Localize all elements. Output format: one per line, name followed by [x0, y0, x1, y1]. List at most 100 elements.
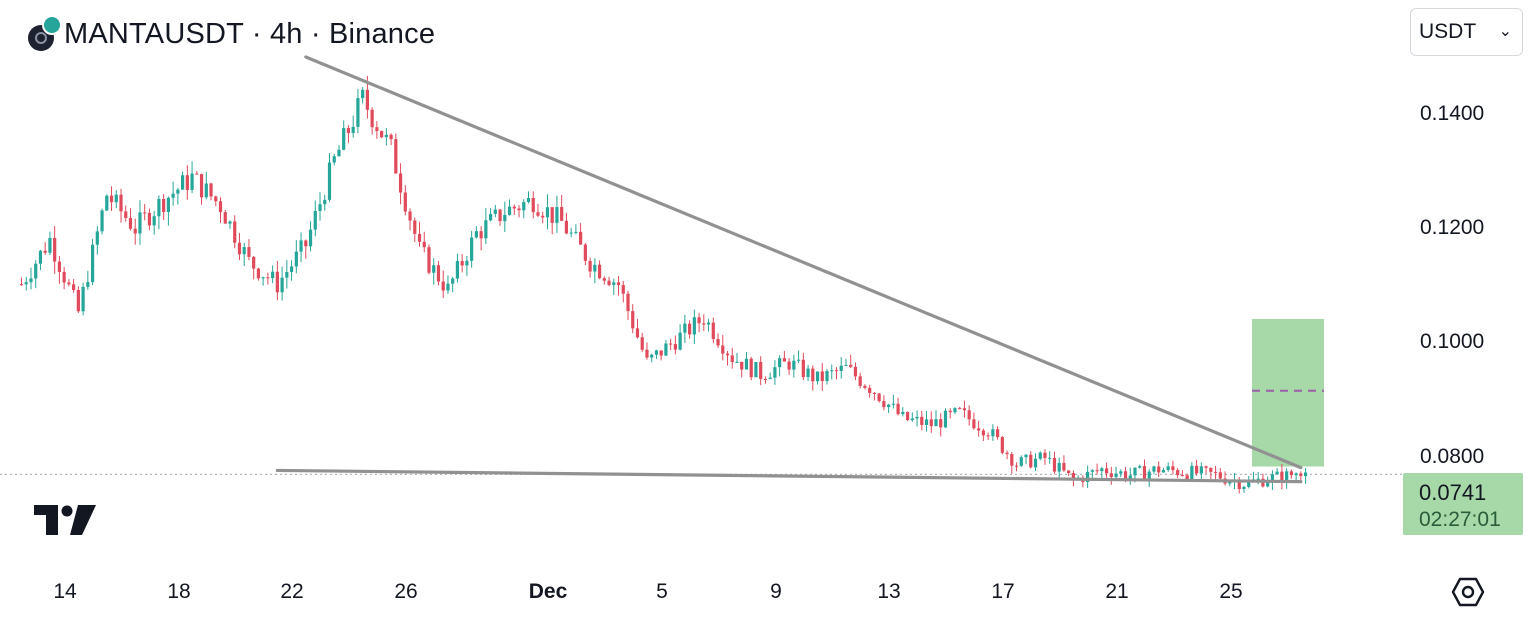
candle-up: [100, 210, 104, 232]
candle-up: [574, 231, 578, 233]
candle-down: [986, 435, 990, 437]
candle-down: [607, 280, 611, 286]
candle-down: [375, 127, 379, 132]
candle-up: [166, 197, 170, 213]
candle-up: [171, 193, 175, 198]
candle-down: [209, 183, 213, 197]
candle-down: [579, 231, 583, 245]
candle-down: [256, 268, 261, 279]
candle-up: [451, 278, 455, 284]
chart-header: MANTAUSDT · 4h · Binance: [28, 14, 435, 54]
candle-down: [1195, 465, 1199, 474]
candle-down: [560, 207, 564, 221]
candle-up: [337, 149, 341, 157]
candle-down: [1071, 473, 1076, 480]
candle-up: [152, 216, 156, 226]
candle-up: [706, 322, 711, 325]
candle-up: [1285, 471, 1289, 483]
candle-down: [498, 209, 502, 222]
candle-down: [1067, 470, 1071, 474]
candle-down: [782, 358, 786, 362]
candle-down: [247, 247, 251, 257]
candle-down: [252, 256, 256, 269]
candle-up: [356, 98, 360, 127]
candle-up: [294, 251, 298, 267]
candle-down: [868, 387, 872, 393]
candle-up: [1152, 466, 1156, 472]
candle-up: [507, 206, 512, 215]
candle-down: [1289, 471, 1293, 476]
candle-up: [825, 371, 829, 382]
candle-up: [792, 360, 796, 370]
candle-down: [1185, 475, 1189, 480]
manta-logo-icon: [28, 15, 62, 51]
candle-down: [872, 392, 876, 394]
candle-down: [517, 208, 521, 211]
candle-down: [669, 343, 673, 345]
candle-down: [417, 233, 422, 242]
candle-down: [436, 265, 441, 282]
trendlines-layer: [275, 55, 1303, 484]
candle-down: [948, 410, 952, 413]
candle-down: [1123, 471, 1128, 479]
candle-up: [1090, 470, 1094, 472]
candle-down: [1142, 466, 1147, 480]
candle-down: [365, 89, 369, 110]
candle-down: [62, 271, 66, 283]
candle-down: [759, 362, 763, 379]
candle-down: [422, 241, 426, 248]
candle-up: [768, 377, 772, 380]
candle-up: [1128, 475, 1132, 479]
candle-down: [905, 412, 910, 421]
candle-down: [702, 323, 706, 325]
symbol-title[interactable]: MANTAUSDT · 4h · Binance: [64, 17, 436, 50]
candle-up: [81, 286, 85, 312]
candle-down: [877, 393, 881, 402]
candle-down: [124, 211, 128, 219]
candle-up: [384, 134, 388, 138]
candle-down: [716, 338, 720, 346]
settings-icon[interactable]: [1451, 576, 1485, 608]
candle-up: [342, 128, 346, 150]
candle-down: [1052, 457, 1057, 472]
candle-up: [280, 277, 284, 293]
candle-down: [1104, 468, 1109, 474]
candle-down: [730, 355, 734, 362]
candle-up: [181, 175, 185, 190]
candle-down: [972, 419, 976, 429]
candle-down: [929, 419, 933, 427]
candle-down: [564, 220, 569, 234]
candle-down: [479, 231, 483, 239]
candle-up: [555, 207, 559, 223]
candle-down: [1095, 470, 1099, 472]
candle-up: [484, 220, 488, 239]
candle-up: [1266, 482, 1270, 487]
candle-up: [910, 418, 914, 421]
candle-up: [744, 358, 749, 370]
candle-up: [953, 408, 957, 413]
candle-up: [351, 126, 355, 133]
candle-down: [1180, 475, 1184, 477]
candle-up: [773, 367, 777, 378]
candle-up: [815, 371, 820, 382]
candle-up: [664, 343, 668, 356]
candle-up: [650, 354, 654, 358]
candle-down: [1171, 466, 1175, 471]
candle-down: [1043, 452, 1047, 458]
candle-down: [631, 311, 635, 329]
tradingview-logo-icon[interactable]: [34, 505, 96, 537]
candle-up: [839, 365, 843, 371]
candle-down: [645, 349, 649, 358]
candle-up: [612, 282, 616, 286]
candle-up: [299, 240, 303, 252]
candle-up: [1199, 466, 1203, 474]
descending-trendline[interactable]: [304, 55, 1303, 470]
candle-up: [683, 323, 687, 333]
x-tick-label: 21: [1105, 580, 1129, 603]
candle-up: [545, 207, 550, 218]
candle-down: [721, 345, 725, 354]
currency-select[interactable]: USDT ⌄: [1410, 8, 1523, 56]
candle-up: [569, 232, 573, 234]
support-trendline[interactable]: [275, 468, 1303, 484]
